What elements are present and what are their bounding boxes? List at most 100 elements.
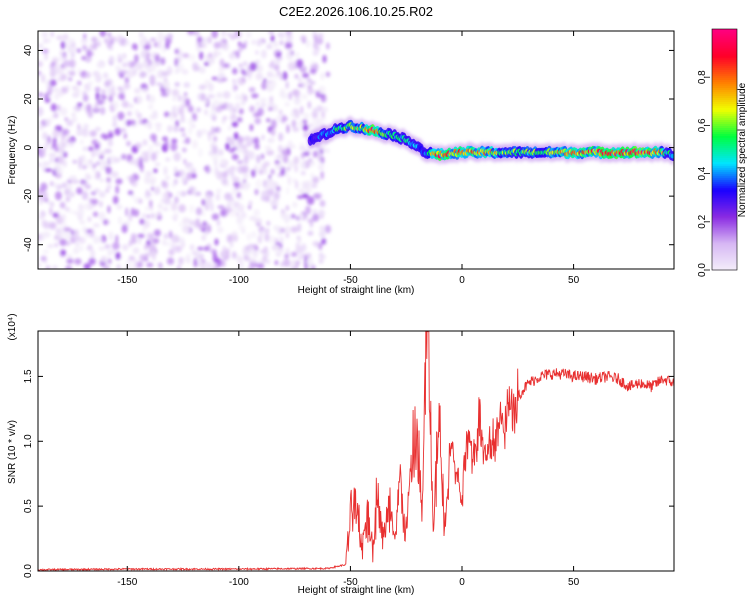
noise-speck [237, 135, 244, 145]
noise-speck [217, 72, 226, 80]
noise-speck [185, 98, 191, 107]
noise-speck [233, 132, 239, 140]
noise-speck [162, 192, 170, 199]
noise-speck [108, 231, 114, 240]
colorbar-cell [712, 151, 737, 155]
colorbar-cell [712, 71, 737, 74]
colorbar-cell [712, 171, 737, 175]
colorbar-cell [712, 179, 737, 183]
noise-speck [72, 159, 78, 164]
noise-speck [284, 253, 289, 259]
noise-speck [144, 122, 148, 128]
noise-speck [274, 160, 280, 164]
noise-speck [192, 65, 201, 72]
noise-speck [301, 243, 307, 252]
noise-speck [249, 216, 257, 221]
noise-speck [204, 228, 209, 236]
noise-speck [46, 265, 51, 269]
noise-speck [62, 53, 67, 60]
colorbar-cell [712, 57, 737, 60]
noise-speck [147, 66, 152, 74]
noise-speck [290, 251, 298, 257]
colorbar-cell [712, 169, 737, 173]
noise-speck [231, 121, 239, 128]
colorbar-cell [712, 183, 737, 187]
colorbar-cell [712, 131, 737, 135]
noise-speck [213, 41, 222, 49]
noise-speck [216, 171, 224, 180]
noise-speck [56, 57, 64, 62]
noise-speck [220, 158, 225, 165]
colorbar-cell [712, 217, 737, 221]
plot-frame-bottom [37, 330, 675, 572]
noise-speck [42, 249, 49, 254]
noise-speck [106, 177, 111, 183]
noise-speck [154, 162, 161, 167]
noise-speck [74, 229, 79, 236]
noise-speck [188, 220, 197, 226]
noise-speck [246, 232, 252, 241]
colorbar-cell [712, 89, 737, 92]
noise-speck [52, 129, 60, 138]
noise-speck [55, 62, 61, 70]
noise-speck [319, 200, 326, 207]
colorbar-cell [712, 173, 737, 177]
colorbar-cell [712, 41, 737, 44]
noise-speck [280, 92, 289, 100]
colorbar-cell [712, 81, 737, 84]
noise-speck [121, 153, 127, 160]
noise-speck [310, 80, 316, 85]
noise-speck [221, 77, 228, 82]
noise-speck [163, 200, 172, 205]
noise-speck [82, 128, 89, 138]
noise-speck [149, 74, 156, 82]
noise-speck [67, 38, 76, 45]
noise-speck [70, 229, 76, 236]
noise-speck [247, 243, 254, 249]
colorbar-cell [712, 127, 737, 131]
noise-speck [167, 125, 173, 133]
noise-speck [96, 99, 104, 105]
noise-speck [160, 92, 168, 97]
noise-speck [270, 168, 275, 175]
noise-speck [229, 113, 237, 122]
noise-speck [290, 226, 298, 233]
noise-speck [216, 188, 222, 194]
noise-speck [237, 165, 245, 174]
noise-speck [274, 260, 278, 266]
noise-speck [82, 146, 88, 151]
noise-speck [115, 38, 121, 43]
noise-speck [283, 213, 291, 223]
noise-speck [262, 164, 267, 170]
noise-speck [179, 127, 185, 132]
colorbar-cell [712, 181, 737, 185]
noise-speck [203, 37, 208, 43]
noise-speck [265, 180, 273, 190]
noise-speck [265, 259, 271, 265]
colorbar-cell [712, 205, 737, 209]
noise-speck [41, 219, 47, 228]
noise-speck [251, 93, 259, 99]
noise-speck [302, 181, 309, 190]
colorbar-cell [712, 153, 737, 157]
noise-speck [42, 231, 51, 238]
colorbar-cell [712, 253, 737, 257]
noise-speck [236, 160, 244, 164]
noise-speck [128, 212, 133, 222]
noise-speck [312, 49, 319, 56]
noise-speck [49, 157, 55, 163]
noise-speck [282, 71, 288, 81]
x-tick-label: -100 [229, 275, 249, 286]
noise-speck [261, 134, 265, 141]
noise-speck [157, 202, 163, 210]
noise-speck [324, 224, 332, 234]
colorbar-cell [712, 245, 737, 249]
noise-speck [301, 193, 309, 199]
noise-speck [253, 138, 258, 144]
noise-speck [142, 139, 148, 146]
noise-speck [189, 204, 195, 214]
noise-speck [38, 107, 44, 116]
noise-speck [213, 136, 218, 142]
noise-speck [249, 62, 258, 71]
noise-speck [240, 100, 246, 106]
